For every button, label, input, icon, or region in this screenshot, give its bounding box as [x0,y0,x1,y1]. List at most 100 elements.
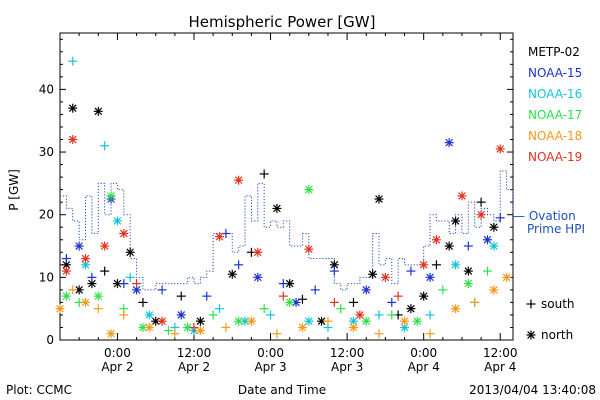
marker-stroke [400,323,409,332]
marker-stroke [241,317,249,326]
series-noaa-18 [55,272,512,339]
data-point [55,304,65,314]
legend: METP-02 NOAA-15 NOAA-16 NOAA-17 NOAA-18 NOAA-… [513,45,585,342]
data-point [495,213,505,223]
data-point [476,197,486,207]
marker-stroke [490,242,498,250]
data-point [457,191,467,201]
data-point [87,272,97,282]
data-point [451,304,461,314]
data-point [234,175,244,185]
x-tick-time-label: 0:00 [410,346,437,360]
marker-stroke [490,286,498,294]
marker-stroke [75,242,83,250]
legend-item-noaa-18: NOAA-18 [528,129,582,143]
data-point [444,241,454,251]
marker-stroke [139,323,147,332]
data-point [112,279,122,289]
marker-stroke [451,217,460,225]
data-point [419,260,429,270]
marker-stroke [94,107,103,116]
marker-stroke [119,229,128,238]
data-point [329,297,339,307]
data-point [81,297,91,307]
data-point [227,269,237,279]
data-point [87,279,97,289]
marker-stroke [100,242,109,250]
marker-stroke [62,267,71,275]
data-point [310,285,320,295]
marker-stroke [62,260,71,269]
data-point [348,297,358,307]
marker-stroke [419,292,428,300]
data-point [61,291,71,301]
marker-stroke [113,217,122,225]
x-axis-label: Date and Time [238,383,326,397]
data-point [100,266,110,276]
marker-stroke [94,292,103,300]
marker-stroke [362,286,371,294]
legend-item-noaa-15: NOAA-15 [528,66,582,80]
x-tick-time-label: 12:00 [177,346,212,360]
y-tick-label: 20 [39,208,54,222]
marker-stroke [253,273,262,282]
data-point [489,241,499,251]
marker-stroke [132,286,141,294]
x-tick-date-label: Apr 3 [331,360,363,374]
data-point [431,260,441,270]
marker-stroke [305,245,313,253]
y-axis-label: P [GW] [7,169,21,211]
y-tick-label: 10 [39,270,54,284]
marker-stroke [126,248,135,257]
marker-stroke [273,204,281,213]
marker-stroke [458,192,466,200]
data-point [482,235,492,245]
y-tick-label: 0 [46,333,54,347]
marker-stroke [305,185,313,194]
marker-stroke [477,210,485,219]
data-point [157,285,167,295]
marker-stroke [292,298,300,307]
marker-stroke [451,260,460,269]
legend-symbol-label: south [541,297,575,311]
marker-stroke [451,304,460,313]
data-point [438,285,448,295]
data-point [348,322,358,332]
data-point [374,329,384,339]
legend-ovation-label: — Ovation [513,209,576,223]
marker-stroke [483,235,492,244]
chart-title: Hemispheric Power [GW] [189,13,376,31]
data-point [451,260,461,270]
data-point [425,310,435,320]
data-point [425,272,435,282]
data-point [176,310,186,320]
data-point [195,316,205,326]
data-point [412,316,422,326]
marker-stroke [196,326,205,335]
data-point [355,310,365,320]
x-tick-time-label: 12:00 [483,346,518,360]
marker-stroke [81,260,90,269]
marker-stroke [490,223,498,232]
marker-stroke [426,273,434,282]
data-point [119,228,129,238]
marker-stroke [183,323,192,332]
x-tick-date-label: Apr 3 [254,360,286,374]
marker-stroke [253,248,262,257]
data-point [304,244,314,254]
marker-stroke [285,279,294,288]
series-metp-02 [61,103,499,326]
marker-stroke [107,192,115,200]
data-point [368,269,378,279]
x-tick-time-label: 12:00 [330,346,365,360]
data-point [278,279,288,289]
data-point [278,291,288,301]
data-point [163,326,173,336]
data-point [170,329,180,339]
series-noaa-17 [61,185,492,336]
marker-stroke [81,298,90,307]
marker-stroke [196,317,205,326]
marker-stroke [502,273,511,282]
